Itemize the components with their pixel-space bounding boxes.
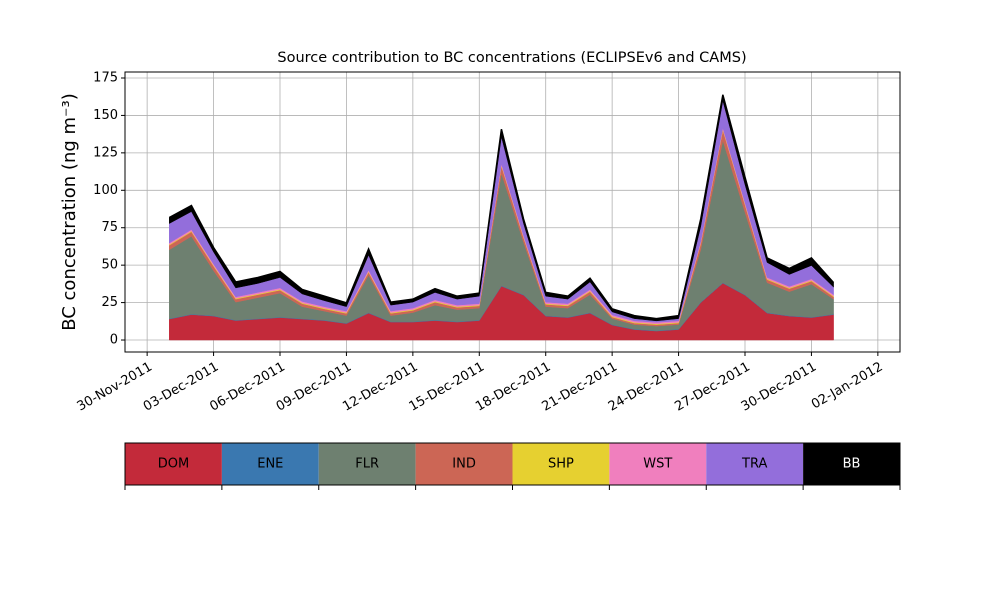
legend-swatch [803,443,900,485]
legend-swatch [609,443,707,485]
legend-label: DOM [158,457,189,472]
y-tick-label: 100 [93,183,118,198]
legend-label: TRA [741,457,767,472]
legend-swatch [221,443,319,485]
total-outline [168,94,835,320]
legend-label: WST [643,457,672,472]
y-tick-label: 75 [101,220,118,235]
y-tick-label: 25 [101,295,118,310]
legend-swatch [512,443,610,485]
x-tick-label: 30-Dec-2011 [739,360,819,415]
legend-swatch [415,443,513,485]
chart-title: Source contribution to BC concentrations… [277,50,746,66]
legend-swatch [706,443,804,485]
y-tick-label: 175 [93,70,118,85]
legend-label: FLR [355,457,379,472]
legend-label: IND [452,457,476,472]
y-tick-label: 150 [93,108,118,123]
y-tick-label: 0 [110,333,118,348]
legend-label: BB [843,457,861,472]
plot-frame [124,71,901,353]
y-tick-label: 50 [101,258,118,273]
y-tick-label: 125 [93,145,118,160]
legend-swatch [318,443,416,485]
x-tick-label: 02-Jan-2012 [809,360,886,413]
legend-swatch [125,443,222,485]
y-axis-label: BC concentration (ng m⁻³) [59,93,80,331]
legend-label: SHP [548,457,574,472]
legend-label: ENE [257,457,283,472]
